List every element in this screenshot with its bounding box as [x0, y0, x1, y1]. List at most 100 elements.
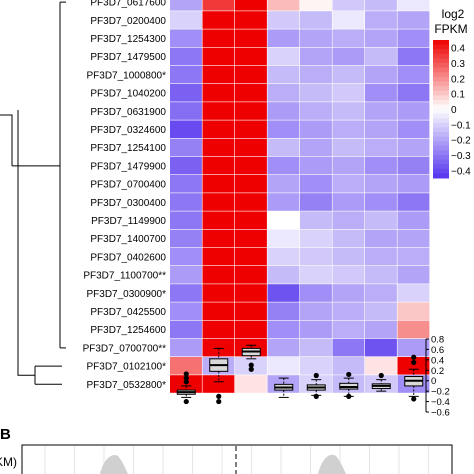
color-key-swatch: [433, 136, 449, 142]
color-key-swatch: [433, 44, 449, 50]
heatmap-cell: [202, 193, 235, 211]
heatmap-cell: [170, 0, 202, 11]
heatmap-cell: [202, 84, 235, 102]
panel-b-plot-frame: [21, 444, 453, 474]
color-key-swatch: [433, 63, 449, 69]
row-label: PF3D7_1254600: [90, 325, 166, 336]
heatmap-cell: [365, 0, 397, 11]
color-key-tick: 0.4: [451, 44, 465, 55]
heatmap-cell: [365, 193, 397, 211]
heatmap-cell: [170, 302, 202, 320]
heatmap-cell: [365, 65, 397, 84]
heatmap-cell: [170, 266, 202, 284]
row-label: PF3D7_0631900: [90, 107, 166, 118]
heatmap-cell: [300, 84, 332, 102]
heatmap-cell: [235, 102, 267, 120]
heatmap-cell: [397, 138, 430, 157]
color-key-swatch: [433, 90, 449, 96]
color-key-swatch: [433, 159, 449, 165]
panel-b-axis-label: KM): [0, 455, 17, 469]
row-label: PF3D7_0200400: [90, 16, 166, 27]
heatmap-cell: [170, 320, 202, 339]
heatmap-cell: [235, 375, 267, 393]
heatmap-cell: [300, 65, 332, 84]
row-label: PF3D7_1100700**: [83, 271, 166, 282]
heatmap-cell: [397, 11, 430, 29]
row-label: PF3D7_0402600: [90, 252, 166, 263]
heatmap-cell: [170, 247, 202, 266]
heatmap-cell: [235, 247, 267, 266]
heatmap-cell: [170, 47, 202, 66]
heatmap-cell: [332, 175, 365, 193]
heatmap-cell: [332, 302, 365, 320]
color-key-swatch: [433, 164, 449, 170]
color-key-tick: 0.1: [451, 90, 465, 101]
heatmap-cell: [332, 211, 365, 229]
heatmap-cell: [267, 229, 300, 248]
heatmap-cell: [397, 211, 430, 229]
heatmap-cell: [202, 138, 235, 157]
heatmap-cell: [397, 247, 430, 266]
heatmap-cell: [202, 29, 235, 47]
heatmap-cell: [170, 193, 202, 211]
heatmap-cell: [300, 266, 332, 284]
color-key-swatch: [433, 109, 449, 115]
boxplot-y-tick-label: 0.4: [431, 355, 444, 366]
heatmap-cell: [397, 29, 430, 47]
color-key-title: FPKM: [434, 22, 467, 36]
heatmap-cell: [267, 102, 300, 120]
heatmap-cell: [300, 284, 332, 302]
color-key-swatch: [433, 72, 449, 78]
boxplot-outlier: [313, 372, 319, 379]
boxplot-outlier: [411, 396, 417, 402]
heatmap-cell: [267, 175, 300, 193]
heatmap-cell: [235, 156, 267, 175]
heatmap-cell: [170, 84, 202, 102]
heatmap-cell: [300, 211, 332, 229]
heatmap-cell: [170, 29, 202, 47]
heatmap-cell: [365, 29, 397, 47]
heatmap-cell: [267, 266, 300, 284]
color-key-swatch: [433, 145, 449, 151]
heatmap-cell: [332, 84, 365, 102]
heatmap-cell: [332, 266, 365, 284]
boxplot-panel: 0.80.60.40.20−0.2−0.4−0.6: [176, 335, 450, 419]
boxplot-y-tick-label: −0.4: [431, 397, 450, 408]
row-label: PF3D7_0700700**: [83, 343, 167, 354]
heatmap-cell: [267, 156, 300, 175]
heatmap-cell: [397, 284, 430, 302]
color-key-tick: 0.2: [451, 74, 465, 85]
boxplot-outlier: [411, 359, 417, 366]
heatmap-cell: [397, 0, 430, 11]
row-label: PF3D7_1040200: [90, 89, 166, 100]
heatmap-cell: [170, 229, 202, 248]
color-key-swatch: [433, 141, 449, 147]
color-key-swatch: [433, 104, 449, 110]
boxplot-outlier: [183, 379, 189, 385]
boxplot-outlier: [183, 375, 189, 381]
heatmap-cell: [235, 0, 267, 11]
heatmap-cell: [170, 138, 202, 157]
boxplot-outlier: [378, 372, 384, 379]
heatmap-cell: [235, 175, 267, 193]
row-label: PF3D7_0324600: [90, 125, 166, 136]
row-label: PF3D7_1254100: [90, 143, 166, 154]
heatmap-cell: [235, 11, 267, 29]
boxplot-outlier: [346, 371, 352, 378]
heatmap-cell: [332, 65, 365, 84]
boxplot-outlier: [411, 354, 417, 360]
heatmap-cell: [332, 284, 365, 302]
row-label: PF3D7_1000800*: [86, 70, 166, 81]
heatmap-cell: [300, 175, 332, 193]
heatmap-cell: [267, 211, 300, 229]
heatmap-cell: [170, 338, 202, 357]
heatmap-cell: [170, 284, 202, 302]
panel-b-violin: [100, 454, 128, 474]
heatmap-cell: [267, 138, 300, 157]
heatmap-cell: [170, 211, 202, 229]
row-label: PF3D7_0700400: [90, 180, 166, 191]
heatmap-cell: [170, 156, 202, 175]
heatmap-cell: [365, 357, 397, 375]
row-label: PF3D7_0300400: [90, 198, 166, 209]
heatmap-cell: [365, 138, 397, 157]
